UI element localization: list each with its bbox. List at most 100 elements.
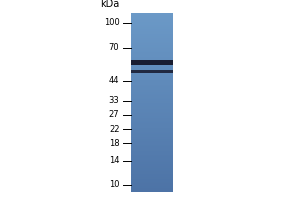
Bar — [130, 97, 172, 98]
Bar — [130, 85, 172, 86]
Bar — [130, 173, 172, 174]
Bar — [130, 15, 172, 16]
Bar — [130, 142, 172, 143]
Bar — [130, 86, 172, 87]
Bar — [130, 46, 172, 47]
Bar — [130, 42, 172, 43]
Bar — [130, 70, 172, 71]
Bar — [130, 169, 172, 170]
Bar — [130, 38, 172, 39]
Bar — [130, 117, 172, 118]
Bar — [130, 111, 172, 112]
Bar — [130, 184, 172, 185]
Bar — [130, 13, 172, 14]
Bar — [130, 120, 172, 121]
Bar — [130, 180, 172, 181]
Bar — [130, 33, 172, 34]
Bar — [130, 116, 172, 117]
Bar — [130, 58, 172, 59]
Text: 18: 18 — [109, 139, 119, 148]
Bar — [130, 182, 172, 183]
Bar — [130, 88, 172, 89]
Bar — [130, 121, 172, 122]
Bar — [130, 133, 172, 134]
Bar — [130, 160, 172, 161]
Bar — [130, 162, 172, 163]
Bar — [130, 163, 172, 164]
Text: 22: 22 — [109, 125, 119, 134]
Bar — [130, 128, 172, 129]
Bar — [130, 74, 172, 75]
Bar — [130, 60, 172, 65]
Text: 70: 70 — [109, 43, 119, 52]
Bar — [172, 0, 300, 200]
Bar — [130, 93, 172, 94]
Bar — [130, 146, 172, 147]
Bar — [130, 75, 172, 76]
Bar — [130, 45, 172, 46]
Bar — [130, 130, 172, 131]
Bar — [130, 26, 172, 27]
Bar — [130, 98, 172, 99]
Bar — [130, 24, 172, 25]
Bar — [130, 36, 172, 37]
Bar — [130, 63, 172, 64]
Bar — [130, 156, 172, 157]
Bar — [130, 147, 172, 148]
Bar — [130, 155, 172, 156]
Bar — [130, 114, 172, 115]
Bar — [130, 118, 172, 119]
Bar — [130, 28, 172, 29]
Bar — [130, 81, 172, 82]
Bar — [130, 170, 172, 171]
Bar — [130, 16, 172, 17]
Bar — [130, 61, 172, 62]
Bar — [130, 106, 172, 107]
Bar — [130, 20, 172, 21]
Bar — [130, 68, 172, 69]
Bar — [130, 110, 172, 111]
Bar — [130, 55, 172, 56]
Bar — [130, 125, 172, 126]
Bar — [130, 99, 172, 100]
Bar — [130, 108, 172, 109]
Bar — [130, 87, 172, 88]
Bar — [130, 105, 172, 106]
Text: 10: 10 — [109, 180, 119, 189]
Bar — [130, 152, 172, 153]
Bar — [130, 37, 172, 38]
Bar — [130, 140, 172, 141]
Text: 14: 14 — [109, 156, 119, 165]
Bar — [130, 69, 172, 70]
Bar — [130, 35, 172, 36]
Bar — [130, 17, 172, 18]
Bar — [130, 149, 172, 150]
Bar — [130, 185, 172, 186]
Bar — [130, 176, 172, 177]
Bar — [130, 49, 172, 50]
Bar — [130, 73, 172, 74]
Bar — [130, 30, 172, 31]
Bar — [0, 0, 130, 200]
Bar — [130, 112, 172, 113]
Bar — [130, 179, 172, 180]
Bar — [130, 158, 172, 159]
Bar — [130, 44, 172, 45]
Bar — [130, 67, 172, 68]
Text: 33: 33 — [109, 96, 119, 105]
Bar — [130, 189, 172, 190]
Bar — [130, 70, 172, 73]
Bar — [130, 53, 172, 54]
Bar — [130, 94, 172, 95]
Bar — [130, 164, 172, 165]
Bar — [130, 95, 172, 96]
Text: 100: 100 — [104, 18, 119, 27]
Bar — [130, 96, 172, 97]
Bar — [130, 83, 172, 84]
Bar — [130, 57, 172, 58]
Bar — [130, 71, 172, 72]
Bar — [130, 151, 172, 152]
Bar — [130, 139, 172, 140]
Bar — [130, 174, 172, 175]
Bar — [130, 92, 172, 93]
